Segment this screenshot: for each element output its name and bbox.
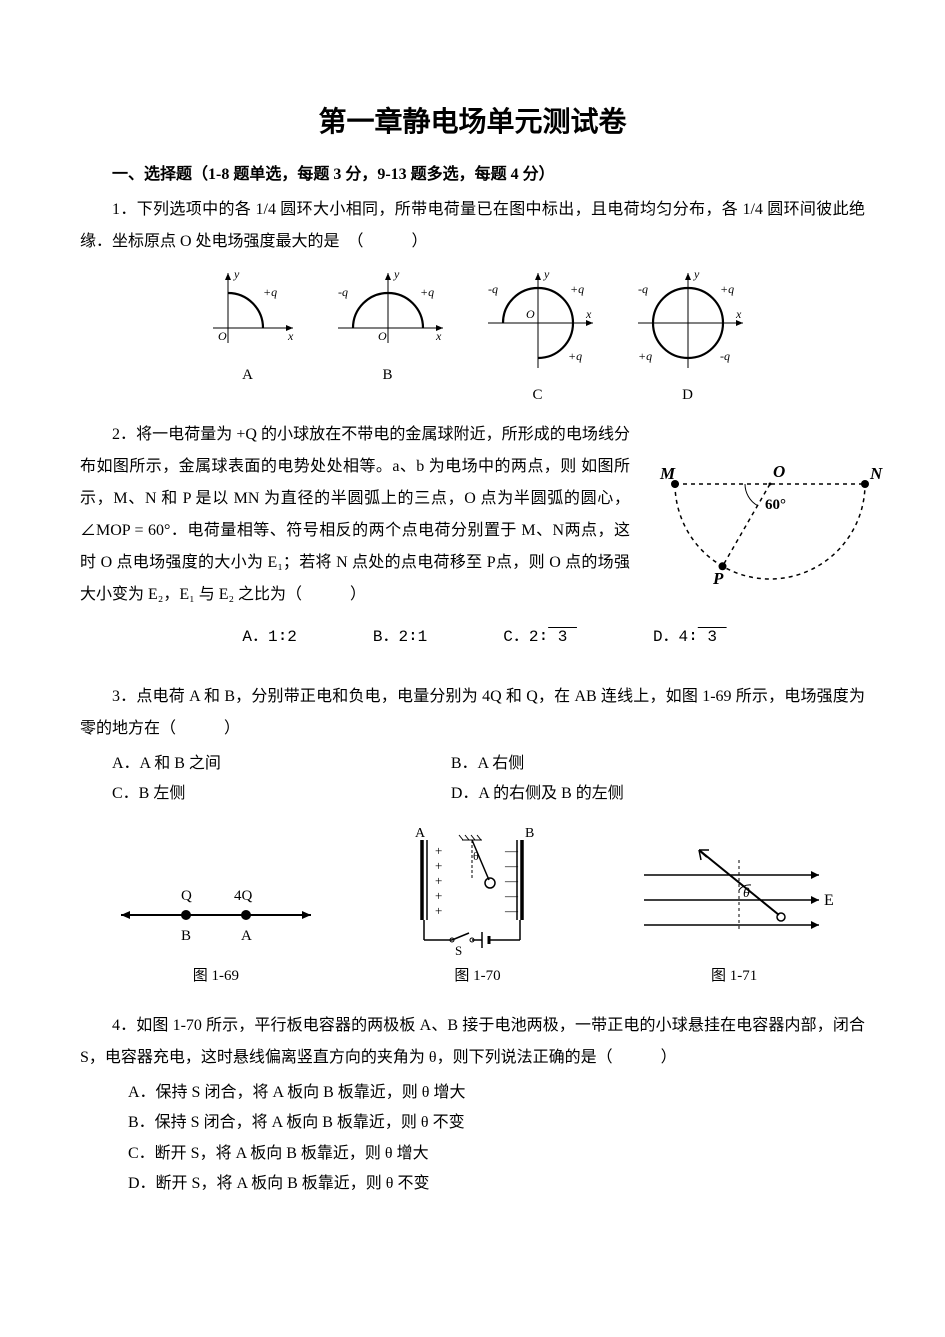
q2-opt-d: D．4∶ 3 bbox=[621, 621, 727, 653]
svg-text:60°: 60° bbox=[765, 497, 786, 513]
svg-text:—: — bbox=[504, 843, 519, 858]
q3-opt-c: C．B 左侧 bbox=[112, 779, 451, 809]
q4-opt-d: D．断开 S，将 A 板向 B 板靠近，则 θ 不变 bbox=[80, 1169, 865, 1199]
svg-text:+: + bbox=[435, 903, 442, 918]
svg-text:Q: Q bbox=[181, 888, 192, 904]
svg-text:y: y bbox=[543, 268, 550, 281]
svg-text:-q: -q bbox=[338, 285, 348, 299]
svg-text:x: x bbox=[735, 307, 742, 321]
fig-1-69: Q 4Q B A bbox=[106, 865, 326, 955]
q4-text: 4．如图 1-70 所示，平行板电容器的两极板 A、B 接于电池两极，一带正电的… bbox=[80, 1010, 865, 1074]
svg-text:-q: -q bbox=[488, 282, 498, 296]
fig-1-70-caption: 图 1-70 bbox=[377, 964, 577, 985]
svg-text:—: — bbox=[504, 888, 519, 903]
svg-text:+q: +q bbox=[420, 285, 434, 299]
svg-text:—: — bbox=[504, 873, 519, 888]
q3-opt-a: A．A 和 B 之间 bbox=[112, 749, 451, 779]
fig-1-71-caption: 图 1-71 bbox=[629, 964, 839, 985]
q1-fig-d: +q -q -q +q y x bbox=[628, 268, 748, 378]
svg-text:4Q: 4Q bbox=[234, 888, 253, 904]
q2-opt-c: C．2∶ 3 bbox=[471, 621, 577, 653]
svg-text:y: y bbox=[693, 268, 700, 281]
q3-text: 3．点电荷 A 和 B，分别带正电和负电，电量分别为 4Q 和 Q，在 AB 连… bbox=[80, 681, 865, 745]
q3-opt-d: D．A 的右侧及 B 的左侧 bbox=[451, 779, 790, 809]
svg-text:+: + bbox=[435, 873, 442, 888]
svg-text:+q: +q bbox=[568, 349, 582, 363]
svg-text:θ: θ bbox=[473, 849, 479, 863]
q1-fig-a: +q y x O bbox=[198, 268, 298, 358]
svg-text:O: O bbox=[526, 307, 535, 321]
svg-text:θ: θ bbox=[743, 886, 750, 901]
svg-text:x: x bbox=[585, 307, 592, 321]
svg-text:O: O bbox=[773, 462, 785, 481]
svg-text:+q: +q bbox=[720, 282, 734, 296]
svg-text:—: — bbox=[504, 903, 519, 918]
q2-opt-a: A．1∶2 bbox=[210, 621, 296, 653]
svg-text:+q: +q bbox=[638, 349, 652, 363]
svg-text:A: A bbox=[415, 826, 426, 841]
svg-text:P: P bbox=[712, 569, 724, 588]
svg-text:y: y bbox=[393, 268, 400, 281]
q1-label-a: A bbox=[198, 367, 298, 384]
svg-text:-q: -q bbox=[638, 282, 648, 296]
fig-1-71: θ E bbox=[629, 845, 839, 955]
q3-opt-b: B．A 右侧 bbox=[451, 749, 790, 779]
q2-figure: M O N P 60° bbox=[655, 459, 885, 594]
q4-opt-a: A．保持 S 闭合，将 A 板向 B 板靠近，则 θ 增大 bbox=[80, 1078, 865, 1108]
q1-figures: +q y x O A +q -q y x O B bbox=[80, 268, 865, 404]
q1-fig-b: +q -q y x O bbox=[328, 268, 448, 358]
svg-text:—: — bbox=[504, 858, 519, 873]
svg-text:M: M bbox=[659, 464, 676, 483]
q2-text: 2．将一电荷量为 +Q 的小球放在不带电的金属球附近，所形成的电场线分布如图所示… bbox=[80, 419, 630, 611]
svg-text:y: y bbox=[233, 268, 240, 281]
svg-text:B: B bbox=[525, 826, 534, 841]
q1-text: 1．下列选项中的各 1/4 圆环大小相同，所带电荷量已在图中标出，且电荷均匀分布… bbox=[80, 194, 865, 258]
svg-text:+: + bbox=[435, 858, 442, 873]
svg-text:x: x bbox=[287, 329, 294, 343]
svg-text:A: A bbox=[241, 928, 252, 944]
q4-opt-c: C．断开 S，将 A 板向 B 板靠近，则 θ 增大 bbox=[80, 1139, 865, 1169]
svg-text:E: E bbox=[824, 892, 834, 909]
svg-text:S: S bbox=[455, 943, 462, 955]
q1-label-b: B bbox=[328, 367, 448, 384]
fig-1-70: + + + + + — — — — — θ bbox=[377, 825, 577, 955]
svg-text:+q: +q bbox=[263, 285, 277, 299]
svg-text:-q: -q bbox=[720, 349, 730, 363]
q4-options: A．保持 S 闭合，将 A 板向 B 板靠近，则 θ 增大 B．保持 S 闭合，… bbox=[80, 1078, 865, 1200]
q3-options: A．A 和 B 之间 B．A 右侧 C．B 左侧 D．A 的右侧及 B 的左侧 bbox=[112, 749, 865, 810]
svg-text:+: + bbox=[435, 843, 442, 858]
page-title: 第一章静电场单元测试卷 bbox=[80, 100, 865, 140]
q1-label-c: C bbox=[478, 387, 598, 404]
svg-text:O: O bbox=[378, 329, 387, 343]
q1-fig-c: +q -q +q y x O bbox=[478, 268, 598, 378]
section-header: 一、选择题（1-8 题单选，每题 3 分，9-13 题多选，每题 4 分） bbox=[80, 160, 865, 184]
svg-text:x: x bbox=[435, 329, 442, 343]
q1-label-d: D bbox=[628, 387, 748, 404]
svg-text:+q: +q bbox=[570, 282, 584, 296]
svg-text:B: B bbox=[181, 928, 191, 944]
fig-1-69-caption: 图 1-69 bbox=[106, 964, 326, 985]
svg-text:N: N bbox=[869, 464, 883, 483]
q4-opt-b: B．保持 S 闭合，将 A 板向 B 板靠近，则 θ 不变 bbox=[80, 1108, 865, 1138]
q2-opt-b: B．2∶1 bbox=[341, 621, 427, 653]
svg-text:+: + bbox=[435, 888, 442, 903]
svg-text:O: O bbox=[218, 329, 227, 343]
q3-q4-figures: Q 4Q B A 图 1-69 + + + + + bbox=[80, 825, 865, 985]
